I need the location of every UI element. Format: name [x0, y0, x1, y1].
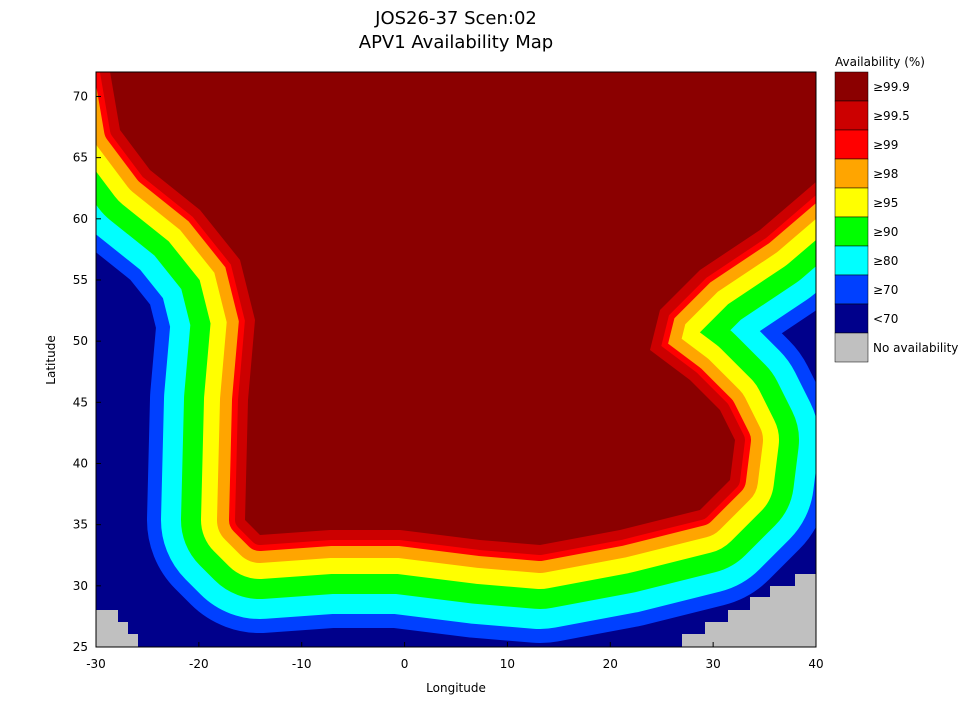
- legend-label: ≥95: [873, 196, 898, 210]
- x-axis-label: Longitude: [426, 681, 486, 695]
- x-tick-label: 30: [706, 657, 721, 671]
- legend-swatch: [834, 303, 869, 334]
- no-availability-area: [682, 574, 816, 647]
- legend-title: Availability (%): [835, 55, 925, 69]
- legend-label: No availability: [873, 341, 958, 355]
- y-tick-label: 55: [73, 273, 88, 287]
- chart-title: JOS26-37 Scen:02: [374, 8, 537, 29]
- legend-swatch: [834, 216, 869, 247]
- legend-label: ≥99.9: [873, 80, 910, 94]
- y-tick-label: 70: [73, 89, 88, 103]
- x-tick-label: -20: [189, 657, 209, 671]
- y-tick-label: 60: [73, 212, 88, 226]
- x-tick-label: 20: [603, 657, 618, 671]
- x-tick-label: -30: [86, 657, 106, 671]
- y-tick-label: 45: [73, 395, 88, 409]
- y-tick-label: 65: [73, 151, 88, 165]
- legend-swatch: [834, 332, 869, 363]
- x-tick-label: 0: [401, 657, 409, 671]
- legend-label: ≥98: [873, 167, 898, 181]
- y-tick-label: 35: [73, 518, 88, 532]
- legend-swatch: [834, 158, 869, 189]
- legend-label: <70: [873, 312, 898, 326]
- y-tick-label: 40: [73, 456, 88, 470]
- legend-swatch: [834, 245, 869, 276]
- availability-core: [110, 72, 816, 545]
- legend-swatch: [834, 274, 869, 305]
- chart-subtitle: APV1 Availability Map: [359, 32, 553, 53]
- x-tick-label: -10: [292, 657, 312, 671]
- x-tick-label: 40: [808, 657, 823, 671]
- legend-label: ≥90: [873, 225, 898, 239]
- legend-label: ≥99.5: [873, 109, 910, 123]
- y-tick-label: 30: [73, 579, 88, 593]
- legend-label: ≥80: [873, 254, 898, 268]
- legend-swatch: [834, 71, 869, 102]
- y-tick-label: 25: [73, 640, 88, 654]
- map: [96, 72, 816, 647]
- legend-swatch: [834, 129, 869, 160]
- legend-swatch: [834, 100, 869, 131]
- plot-frame: [95, 71, 817, 648]
- y-tick-label: 50: [73, 334, 88, 348]
- x-tick-label: 10: [500, 657, 515, 671]
- no-availability-area: [96, 610, 138, 647]
- legend-swatch: [834, 187, 869, 218]
- legend-label: ≥70: [873, 283, 898, 297]
- y-axis-label: Latitude: [44, 335, 58, 384]
- legend-label: ≥99: [873, 138, 898, 152]
